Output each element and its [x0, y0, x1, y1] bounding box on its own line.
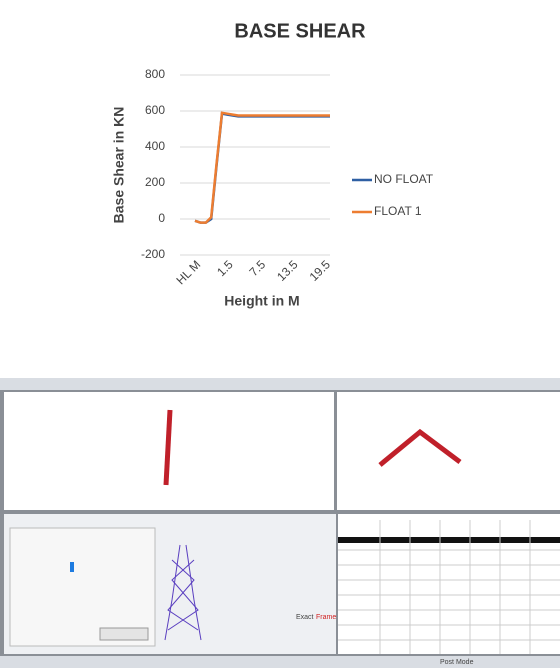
slider — [70, 562, 74, 572]
legend-label: NO FLOAT — [374, 172, 434, 186]
legend-exact: Exact — [296, 614, 314, 621]
y-tick-label: 0 — [158, 211, 165, 225]
x-tick-label: 19.5 — [307, 257, 334, 284]
y-axis-label: Base Shear in KN — [111, 107, 127, 224]
table-row-selected — [338, 537, 560, 543]
y-tick-label: 600 — [145, 103, 165, 117]
screenshot: Exact Frame Stress Post Mode — [0, 378, 560, 668]
chart-title: BASE SHEAR — [234, 20, 366, 42]
panel-table — [338, 514, 560, 654]
series-line — [195, 113, 330, 223]
x-axis-label: Height in M — [224, 293, 299, 309]
x-tick-label: HL M — [173, 257, 203, 287]
page: BASE SHEAR Height in M Base Shear in KN … — [0, 0, 560, 668]
y-tick-label: 400 — [145, 139, 165, 153]
button[interactable] — [100, 628, 148, 640]
y-tick-label: 800 — [145, 67, 165, 81]
title-bar — [0, 378, 560, 390]
x-tick-label: 1.5 — [214, 257, 236, 279]
y-tick-label: 200 — [145, 175, 165, 189]
y-tick-label: -200 — [141, 247, 165, 261]
status-text: Post Mode — [440, 659, 474, 666]
legend-label: FLOAT 1 — [374, 204, 422, 218]
x-tick-label: 7.5 — [246, 257, 268, 279]
x-tick-label: 13.5 — [274, 257, 301, 284]
status-bar — [0, 656, 560, 668]
